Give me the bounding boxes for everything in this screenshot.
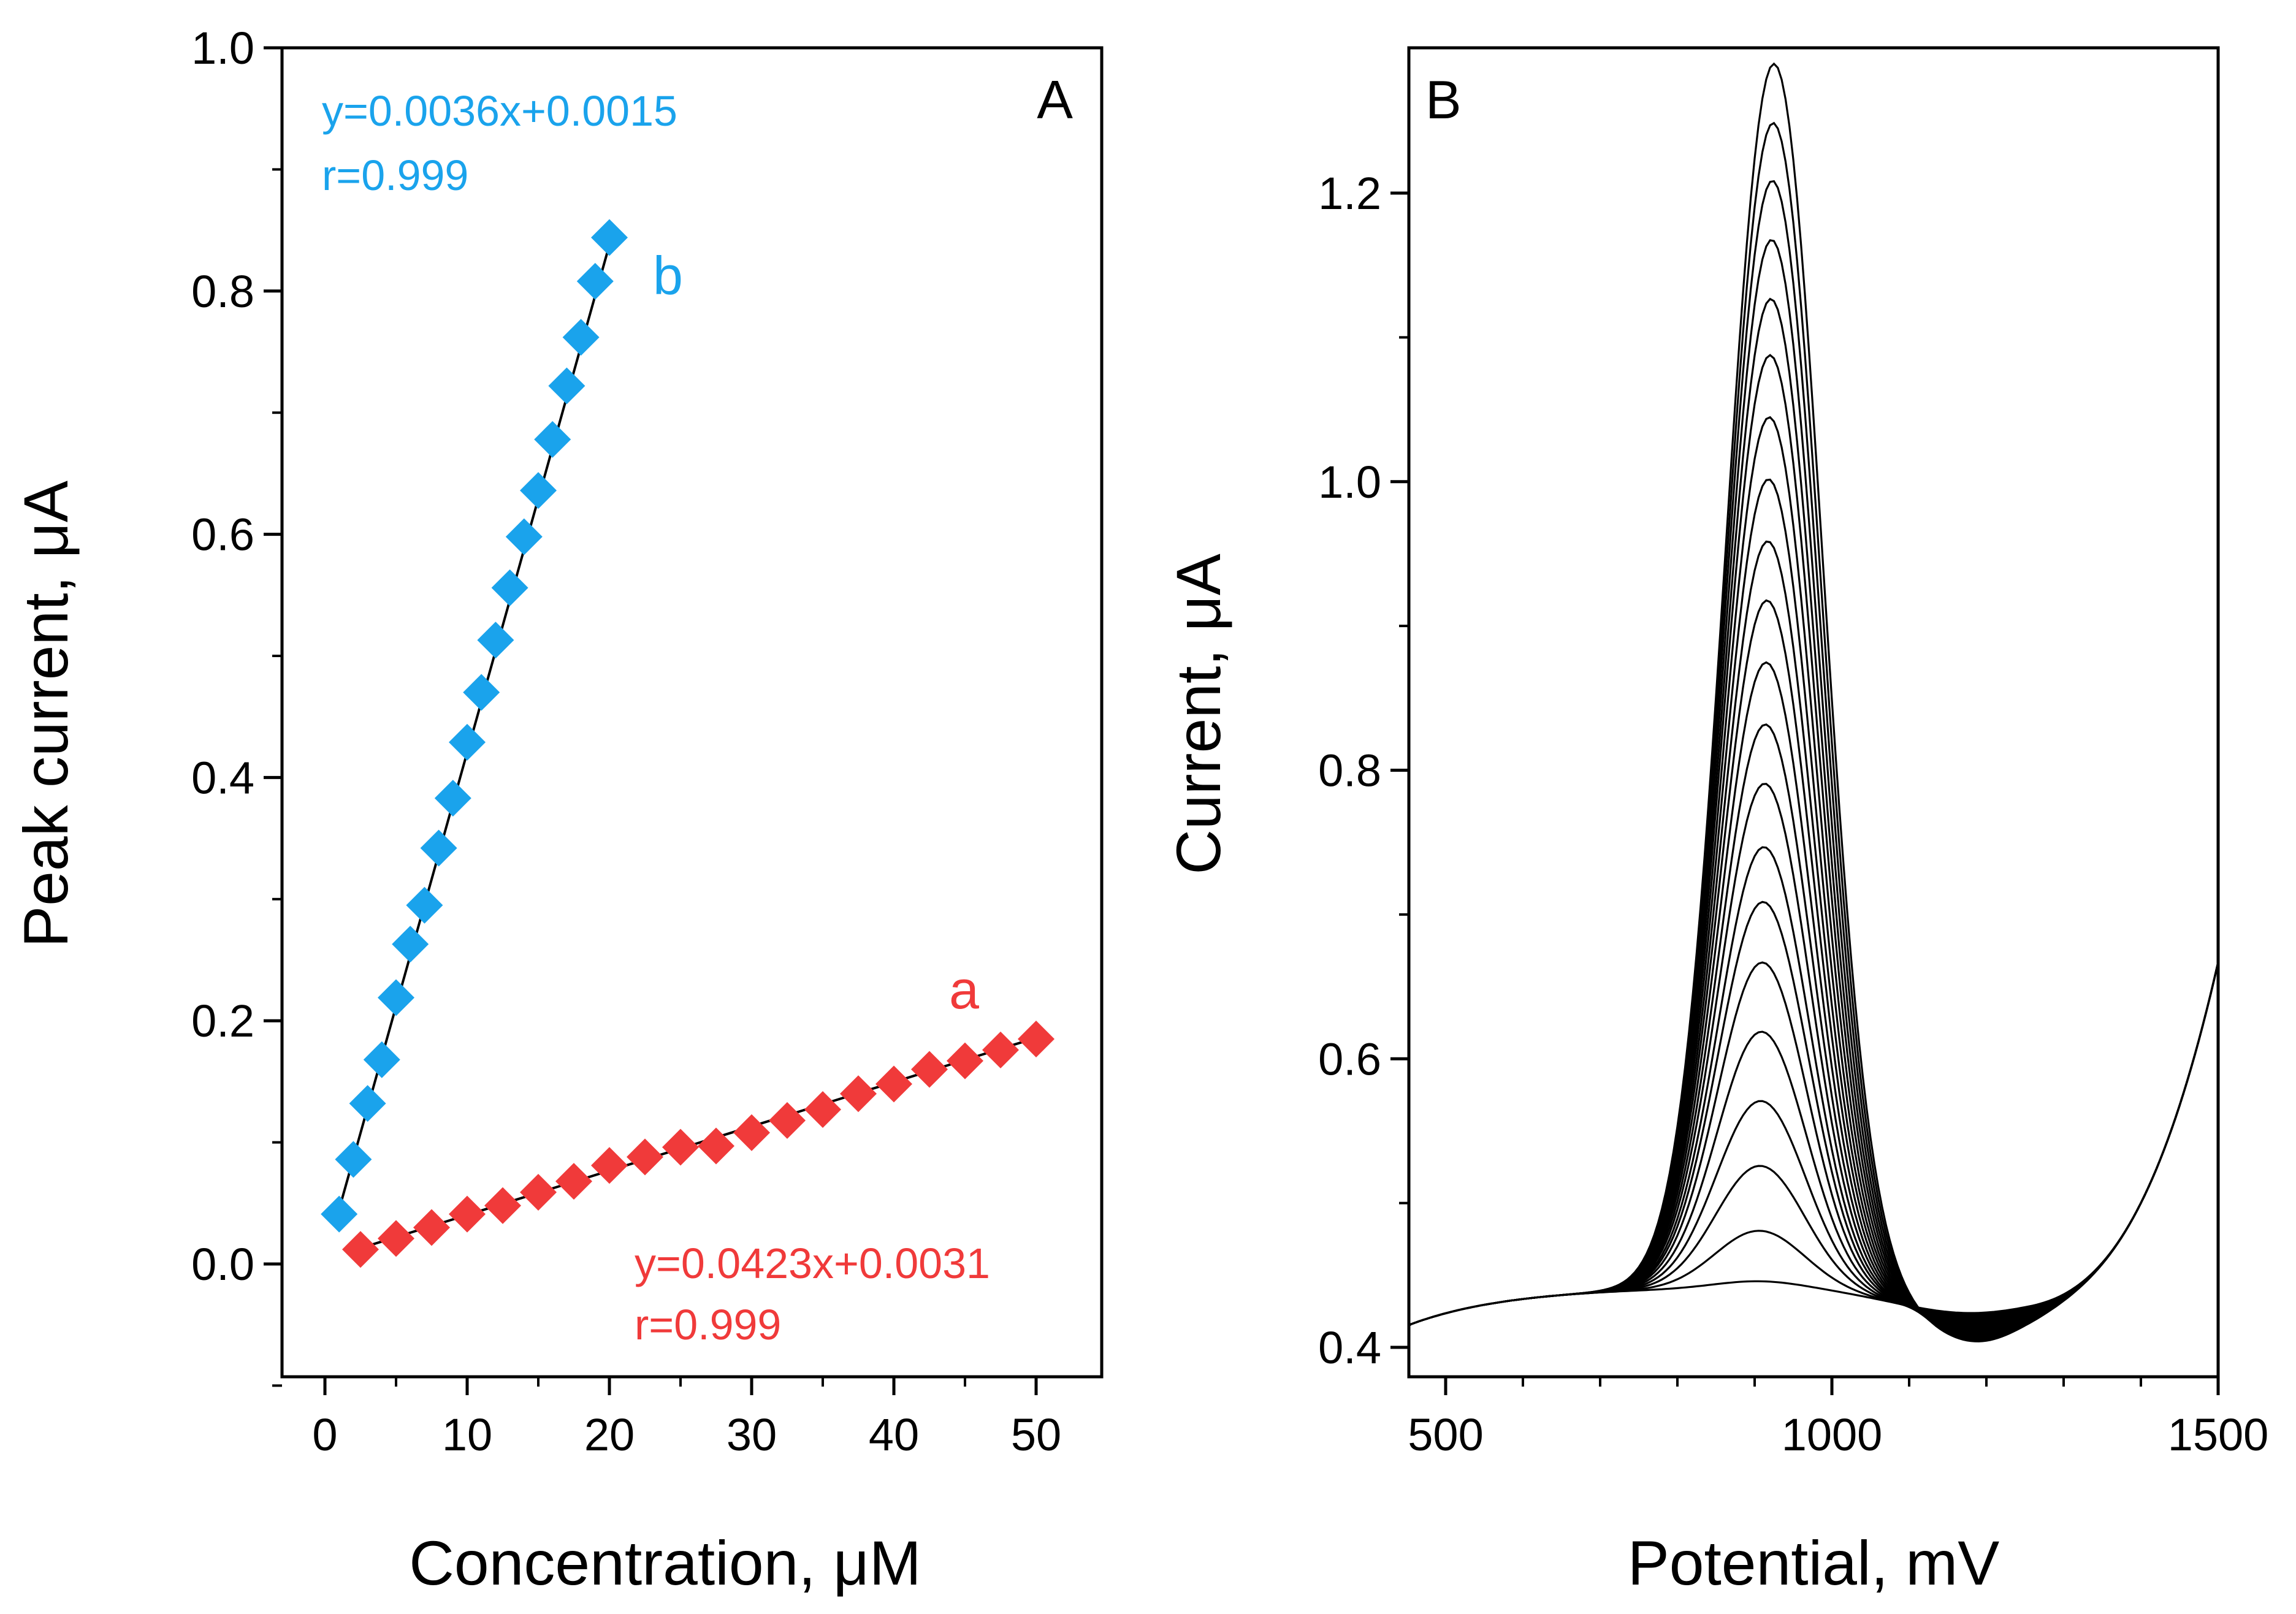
panel-b-y-tick-label: 0.8: [1318, 745, 1381, 796]
point-a: [449, 1195, 486, 1233]
point-a: [342, 1231, 379, 1268]
point-a: [982, 1031, 1019, 1068]
point-a: [662, 1129, 699, 1166]
dpv-curve-16: [1408, 354, 2219, 1336]
panel-a-y-tick-label: 0.8: [191, 266, 254, 317]
point-b: [562, 319, 600, 356]
point-a: [1018, 1020, 1055, 1057]
point-a: [378, 1220, 414, 1257]
series-b-equation: y=0.0036x+0.0015: [322, 87, 677, 135]
panel-a-y-tick-label: 0.0: [191, 1239, 254, 1290]
point-a: [627, 1138, 663, 1176]
dpv-curve-19: [1408, 180, 2219, 1340]
point-b: [477, 622, 514, 659]
panel-a-x-tick-label: 10: [442, 1409, 492, 1460]
panel-b-y-tick-label: 1.0: [1318, 457, 1381, 508]
panel-a-frame: [280, 46, 1104, 1379]
panel-b-x-tick-label: 1000: [1782, 1409, 1883, 1460]
point-a: [591, 1147, 628, 1184]
panel-a-fit-lines: [338, 244, 1037, 1250]
panel-a-x-tick-label: 30: [727, 1409, 777, 1460]
panel-a-points: [321, 219, 1055, 1268]
panel-a-y-title: Peak current, μA: [11, 481, 81, 948]
point-b: [576, 262, 614, 300]
panel-a-letter: A: [1037, 69, 1073, 130]
panel-a-x-tick-label: 40: [869, 1409, 919, 1460]
point-b: [321, 1195, 358, 1233]
point-a: [733, 1114, 770, 1151]
point-a: [555, 1163, 592, 1200]
point-b: [491, 569, 528, 606]
panel-a-x-tick-label: 20: [584, 1409, 635, 1460]
point-b: [434, 780, 471, 817]
point-b: [520, 472, 557, 509]
panel-b-curves: [1408, 62, 2219, 1342]
panel-a-y-tick-label: 0.2: [191, 995, 254, 1046]
point-a: [947, 1042, 983, 1079]
point-b: [349, 1085, 386, 1122]
series-a-label: a: [949, 959, 979, 1020]
point-b: [548, 367, 585, 405]
point-b: [378, 979, 414, 1016]
panel-b: 500 1000 1500 0.4 0.6 0.8 1.0 1.2 B Potential,…: [1164, 46, 2268, 1598]
series-b-r: r=0.999: [322, 151, 468, 199]
dpv-curve-17: [1408, 297, 2219, 1337]
point-a: [520, 1173, 557, 1211]
panel-b-x-tick-label: 1500: [2168, 1409, 2269, 1460]
dpv-curve-14: [1408, 478, 2219, 1333]
panel-a-y-axis: 0.0 0.2 0.4 0.6 0.8 1.0: [191, 23, 282, 1387]
panel-a-x-title: Concentration, μM: [409, 1528, 921, 1598]
panel-a-x-axis: 0 10 20 30 40 50: [312, 1377, 1061, 1460]
point-b: [534, 421, 571, 458]
panel-b-x-axis: 500 1000 1500: [1408, 1377, 2268, 1460]
panel-b-y-axis: 0.4 0.6 0.8 1.0 1.2: [1318, 168, 1409, 1373]
point-a: [875, 1065, 912, 1103]
panel-a-x-tick-label: 50: [1011, 1409, 1061, 1460]
panel-b-y-tick-label: 0.6: [1318, 1033, 1381, 1084]
panel-a: 0 10 20 30 40 50 0.0 0.2 0.4 0.6 0.8 1.0 A y=0.003…: [11, 23, 1104, 1598]
dpv-curve-21: [1408, 62, 2219, 1342]
point-a: [840, 1075, 877, 1113]
panel-b-y-title: Current, μA: [1164, 554, 1234, 875]
point-b: [463, 674, 500, 711]
panel-a-x-tick-label: 0: [312, 1409, 337, 1460]
panel-b-letter: B: [1425, 69, 1462, 130]
point-a: [698, 1127, 734, 1165]
point-b: [449, 723, 486, 761]
series-b-label: b: [653, 245, 683, 306]
panel-a-y-tick-label: 1.0: [191, 23, 254, 74]
panel-b-frame: [1407, 46, 2220, 1379]
series-a-r: r=0.999: [635, 1301, 781, 1349]
panel-b-x-tick-label: 500: [1408, 1409, 1483, 1460]
dpv-curve-10: [1408, 723, 2219, 1327]
point-b: [420, 829, 457, 867]
point-a: [804, 1091, 841, 1129]
point-b: [363, 1041, 400, 1078]
point-b: [335, 1141, 372, 1178]
dpv-curve-11: [1408, 661, 2219, 1329]
point-b: [392, 926, 429, 963]
panel-a-y-tick-label: 0.6: [191, 509, 254, 560]
point-a: [413, 1209, 450, 1246]
dpv-curve-13: [1408, 540, 2219, 1331]
panel-b-y-tick-label: 0.4: [1318, 1322, 1381, 1373]
point-a: [769, 1102, 806, 1139]
point-b: [505, 518, 543, 555]
point-b: [591, 219, 628, 256]
point-a: [911, 1051, 948, 1088]
point-a: [484, 1187, 521, 1224]
panel-b-x-title: Potential, mV: [1628, 1528, 2000, 1598]
panel-b-y-tick-label: 1.2: [1318, 168, 1381, 219]
series-a-equation: y=0.0423x+0.0031: [635, 1239, 990, 1287]
dpv-curve-9: [1408, 783, 2219, 1327]
panel-a-y-tick-label: 0.4: [191, 752, 254, 803]
point-b: [406, 886, 443, 924]
